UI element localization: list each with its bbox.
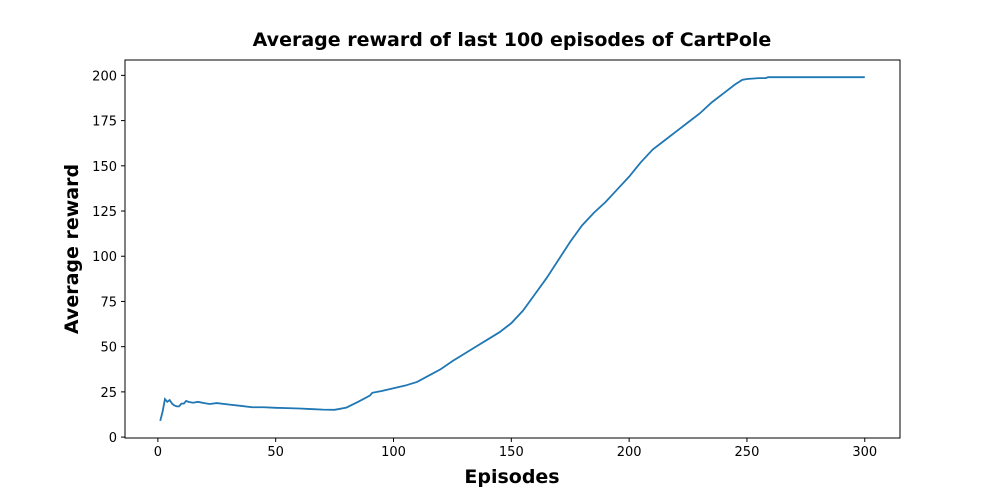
plot-frame: [124, 59, 901, 439]
y-axis-label: Average reward: [61, 164, 83, 334]
y-tick-label: 75: [100, 295, 117, 310]
y-tick-label: 125: [92, 205, 117, 220]
x-tick-label: 300: [852, 445, 877, 460]
y-tick-label: 25: [100, 386, 117, 401]
line: [159, 76, 865, 422]
y-tick-label: 175: [92, 115, 117, 130]
y-tick-label: 200: [92, 69, 117, 84]
y-tick-label: 0: [109, 431, 117, 446]
x-tick-label: 0: [154, 445, 162, 460]
chart-title: Average reward of last 100 episodes of C…: [253, 29, 772, 51]
x-tick-label: 150: [499, 445, 524, 460]
x-tick-label: 250: [735, 445, 760, 460]
y-tick-label: 50: [100, 341, 117, 356]
x-tick-label: 100: [381, 445, 406, 460]
y-tick-label: 150: [92, 160, 117, 175]
x-tick-label: 50: [267, 445, 284, 460]
x-tick-label: 200: [617, 445, 642, 460]
y-tick-label: 100: [92, 250, 117, 265]
x-axis-label: Episodes: [464, 466, 559, 488]
